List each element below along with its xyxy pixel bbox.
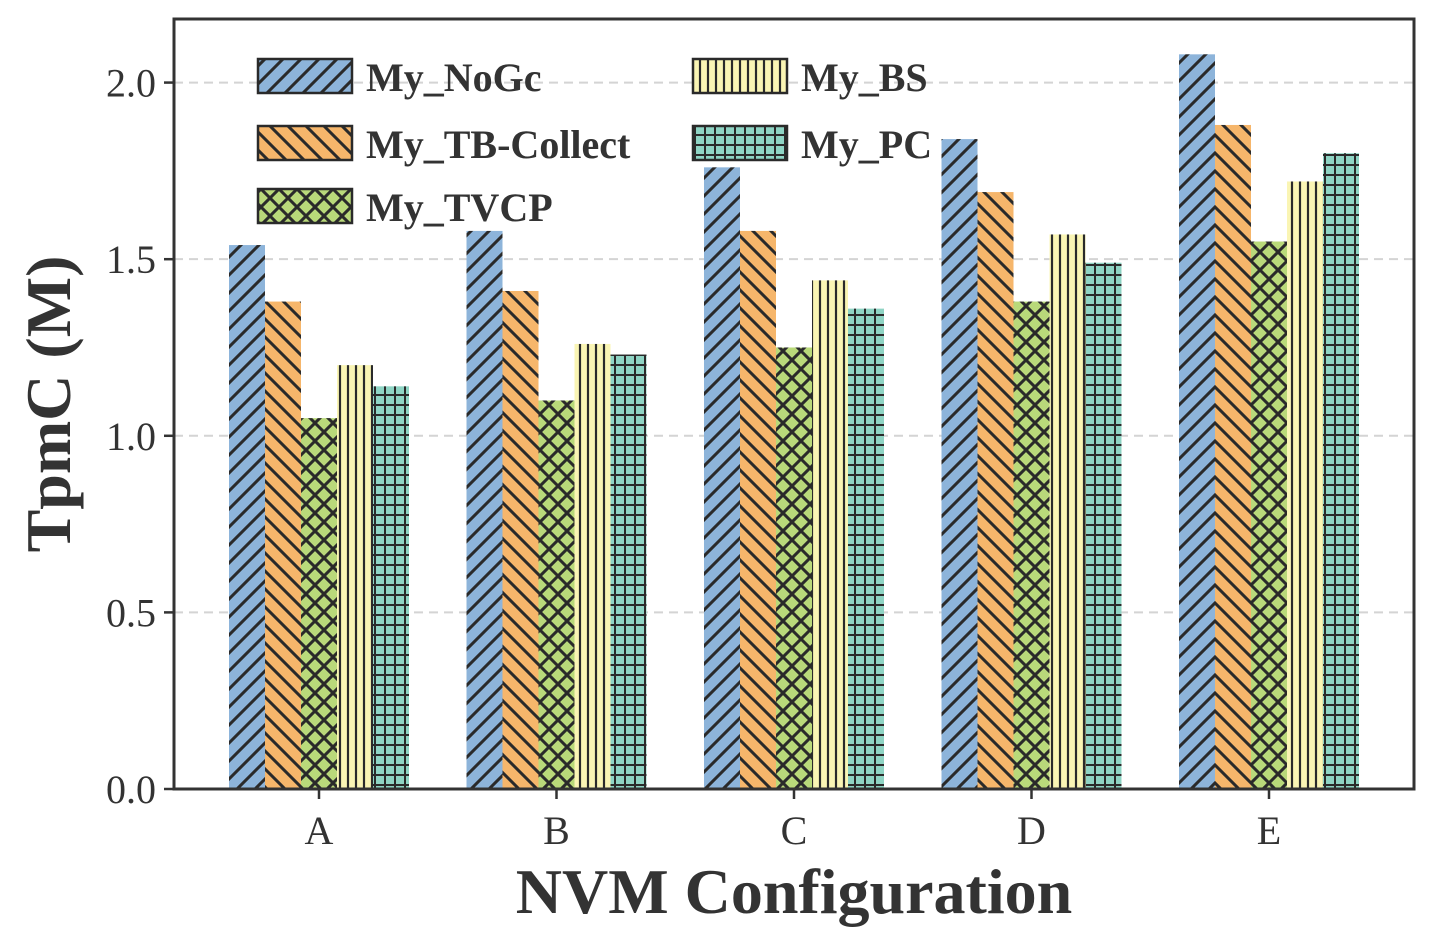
- legend-label: My_TB-Collect: [366, 122, 631, 167]
- bar-My_PC-B: [610, 354, 647, 789]
- bar-My_TB-Collect-A: [265, 301, 301, 789]
- legend-label: My_PC: [801, 122, 932, 167]
- bar-My_TVCP-D: [1013, 301, 1050, 789]
- x-tick-label: B: [543, 808, 570, 853]
- x-tick-label: A: [305, 808, 334, 853]
- x-axis-title: NVM Configuration: [516, 856, 1072, 927]
- y-tick-label: 0.0: [106, 767, 156, 812]
- bar-My_PC-E: [1323, 153, 1359, 789]
- bar-My_NoGc-B: [466, 230, 503, 789]
- legend-swatch: [691, 124, 789, 162]
- legend-label: My_NoGc: [366, 55, 542, 100]
- y-tick-label: 2.0: [106, 61, 156, 106]
- y-tick-label: 0.5: [106, 590, 156, 635]
- legend-swatch: [256, 187, 354, 225]
- x-tick-label: E: [1257, 808, 1281, 853]
- bar-My_TVCP-C: [776, 347, 812, 789]
- bar-My_NoGc-C: [704, 167, 740, 789]
- y-axis-title: TpmC (M): [13, 256, 84, 553]
- bar-My_NoGc-A: [229, 245, 265, 789]
- bar-My_TB-Collect-C: [740, 230, 776, 789]
- bar-My_BS-D: [1049, 234, 1086, 789]
- bars: [229, 54, 1359, 790]
- bar-My_TVCP-B: [538, 400, 575, 789]
- y-axis: 0.0 0.5 1.0 1.5 2.0: [106, 61, 174, 812]
- legend-swatch: [256, 57, 354, 95]
- bar-My_BS-A: [337, 365, 373, 789]
- y-tick-label: 1.5: [106, 237, 156, 282]
- bar-My_TVCP-A: [301, 418, 337, 789]
- bar-My_TB-Collect-D: [977, 192, 1014, 790]
- legend-label: My_BS: [801, 55, 928, 100]
- legend-swatch: [691, 57, 789, 95]
- x-tick-label: D: [1017, 808, 1046, 853]
- bar-My_PC-D: [1085, 262, 1122, 790]
- bar-My_NoGc-D: [941, 139, 978, 789]
- bar-My_BS-B: [574, 343, 611, 789]
- bar-My_TB-Collect-E: [1215, 124, 1251, 789]
- bar-My_PC-A: [373, 386, 409, 789]
- bar-My_BS-E: [1287, 181, 1323, 790]
- y-tick-label: 1.0: [106, 414, 156, 459]
- legend-swatch: [256, 124, 354, 162]
- legend: My_NoGc My_TB-Collect My_TVCP My_BS My_PC: [256, 55, 932, 230]
- x-tick-label: C: [781, 808, 808, 853]
- bar-My_PC-C: [848, 308, 884, 789]
- bar-My_TVCP-E: [1251, 241, 1287, 789]
- x-axis: A B C D E: [305, 789, 1281, 853]
- bar-My_TB-Collect-B: [502, 290, 539, 789]
- bar-My_BS-C: [812, 280, 848, 789]
- legend-label: My_TVCP: [366, 185, 553, 230]
- bar-My_NoGc-E: [1179, 54, 1215, 789]
